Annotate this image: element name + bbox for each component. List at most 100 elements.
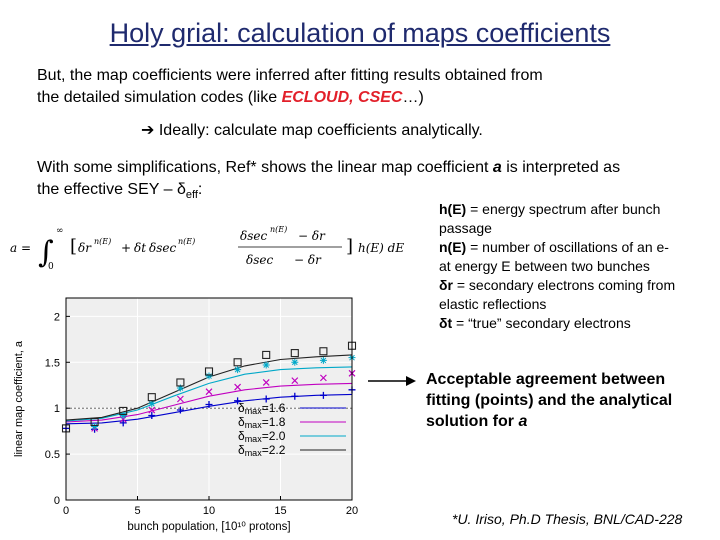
- y-tick-label: 1: [54, 403, 60, 415]
- x-axis-label: bunch population, [10¹⁰ protons]: [127, 521, 290, 533]
- simplif-line-1-post: is interpreted as: [501, 159, 621, 176]
- x-tick-label: 20: [346, 505, 358, 517]
- definition-text: = secondary electrons coming from: [452, 277, 676, 293]
- fraction-numerator-b: − δr: [298, 229, 326, 243]
- formula-tail: h(E) dE: [358, 241, 404, 255]
- integral-sign: ∫: [38, 235, 54, 270]
- intro-line-2-post: …): [402, 89, 424, 106]
- integral-lower: 0: [48, 262, 54, 272]
- data-point: [176, 378, 185, 387]
- x-tick-label: 15: [274, 505, 286, 517]
- formula-dr-sup: n(E): [94, 237, 111, 246]
- data-point: [119, 419, 127, 427]
- definition-line: h(E) = energy spectrum after bunch: [439, 200, 675, 219]
- data-point: [205, 372, 213, 380]
- data-point: [176, 384, 184, 392]
- fraction-denominator-a: δsec: [246, 253, 273, 267]
- definition-text: = energy spectrum after bunch: [466, 201, 661, 217]
- definition-line: passage: [439, 219, 675, 238]
- y-tick-label: 0.5: [45, 449, 60, 461]
- ideally-line: ➔ Ideally: calculate map coefficients an…: [141, 121, 483, 141]
- data-point: [290, 349, 299, 358]
- y-axis-label: linear map coefficient, a: [13, 340, 25, 457]
- y-tick-label: 0: [54, 495, 60, 507]
- chart-grid: [65, 298, 353, 501]
- conclusion: Acceptable agreement between fitting (po…: [426, 369, 672, 432]
- definition-line: δr = secondary electrons coming from: [439, 276, 675, 295]
- definition-line: elastic reflections: [439, 295, 675, 314]
- definition-line: at energy E between two bunches: [439, 257, 675, 276]
- formula-plus: +: [121, 241, 131, 255]
- series-line: [65, 366, 353, 422]
- definition-term: δr: [439, 277, 453, 293]
- data-point: [319, 374, 327, 382]
- formula-dr: δr: [78, 241, 92, 255]
- bracket-close: ]: [346, 236, 353, 257]
- data-point: [291, 377, 299, 385]
- definitions-list: h(E) = energy spectrum after bunch passa…: [439, 200, 675, 333]
- data-point: [262, 350, 271, 359]
- page-title: Holy grial: calculation of maps coeffici…: [109, 18, 611, 48]
- data-point: [233, 358, 242, 367]
- x-tick-label: 10: [203, 505, 215, 517]
- data-point: [91, 423, 99, 431]
- data-point: [234, 397, 242, 405]
- intro-line-2-pre: the detailed simulation codes (like: [37, 89, 282, 106]
- legend-label: δmax=1.8: [238, 415, 286, 430]
- data-point: [291, 358, 299, 366]
- definition-term: n(E): [439, 239, 467, 255]
- conclusion-line-3-pre: solution for: [426, 413, 519, 430]
- legend-label: δmax=2.2: [238, 443, 286, 458]
- data-point: [319, 391, 327, 399]
- simplif-line-1-pre: With some simplifications, Ref* shows th…: [37, 159, 493, 176]
- x-tick-label: 5: [134, 505, 140, 517]
- data-point: [205, 401, 213, 409]
- data-point: [204, 367, 214, 376]
- conclusion-line-3: solution for a: [426, 411, 672, 432]
- arrow-right-icon: ➔: [141, 122, 155, 139]
- data-point: [176, 395, 184, 403]
- conclusion-line-1: Acceptable agreement between: [426, 371, 666, 388]
- data-point: [148, 400, 156, 408]
- intro-line-2: the detailed simulation codes (like ECLO…: [37, 88, 424, 108]
- data-point: [119, 406, 128, 415]
- simplif-line-2: the effective SEY – δeff:: [37, 180, 202, 205]
- y-tick-label: 2: [54, 311, 60, 323]
- bracket-open: [: [70, 236, 77, 257]
- formula-dsec: δsec: [149, 241, 176, 255]
- fraction-denominator-b: − δr: [294, 253, 322, 267]
- legend-label: δmax=2.0: [238, 429, 286, 444]
- x-tick-label: 0: [63, 505, 69, 517]
- map-coefficient-formula: a = ∫ ∞ 0 [ δr n(E) + δt δsec n(E) δsec …: [10, 225, 404, 272]
- data-point: [205, 388, 213, 396]
- coefficient-chart: 0 5 10 15 20 0 0.5 1 1.5 2 linear map coefficient…: [13, 297, 358, 533]
- data-point: [147, 393, 156, 402]
- fraction-numerator-a: δsec: [240, 229, 267, 243]
- definition-text: elastic reflections: [439, 296, 547, 312]
- arrow-right-icon: [368, 376, 416, 386]
- legend-label: δmax=1.6: [238, 401, 286, 416]
- definition-line: n(E) = number of oscillations of an e-: [439, 238, 675, 257]
- colon: :: [197, 181, 203, 198]
- reference-citation: *U. Iriso, Ph.D Thesis, BNL/CAD-228: [452, 511, 683, 527]
- variable-a: a: [492, 159, 502, 176]
- data-point: [262, 379, 270, 386]
- ideally-text: Ideally: calculate map coefficients anal…: [158, 122, 483, 139]
- formula-dsec-sup: n(E): [178, 237, 195, 246]
- data-point: [148, 406, 156, 414]
- delta-subscript: eff: [185, 189, 198, 202]
- conclusion-line-2: fitting (points) and the analytical: [426, 392, 673, 409]
- definition-text: passage: [439, 220, 492, 236]
- data-point: [176, 406, 184, 414]
- intro-line-1: But, the map coefficients were inferred …: [37, 67, 543, 84]
- data-point: [119, 412, 127, 420]
- data-point: [319, 347, 328, 356]
- data-point: [234, 366, 242, 374]
- simplif-line-2-pre: the effective SEY –: [37, 181, 177, 198]
- data-point: [148, 412, 156, 420]
- definition-text: = number of oscillations of an e-: [466, 239, 669, 255]
- formula-dt: δt: [134, 241, 146, 255]
- definition-text: = “true” secondary electrons: [452, 315, 631, 331]
- variable-a: a: [518, 413, 528, 430]
